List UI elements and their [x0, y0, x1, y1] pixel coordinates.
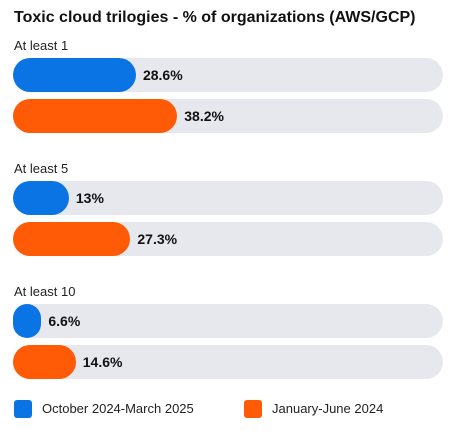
bar-value-label: 38.2% — [184, 108, 224, 124]
bar-october-2024-march-2025-at-least-5 — [13, 181, 69, 215]
legend-label: October 2024-March 2025 — [42, 401, 194, 416]
bar-track: 28.6% — [13, 58, 443, 92]
legend-swatch — [14, 400, 32, 418]
legend-swatch — [244, 400, 262, 418]
bar-track: 38.2% — [13, 99, 443, 133]
bar-value-label: 6.6% — [48, 313, 81, 329]
bar-value-label: 14.6% — [82, 354, 123, 370]
group-label-at-least-1: At least 1 — [14, 38, 69, 53]
bar-value-label: 13% — [75, 190, 104, 206]
chart-title: Toxic cloud trilogies - % of organizatio… — [14, 9, 416, 26]
bar-track: 14.6% — [13, 345, 443, 379]
bar-october-2024-march-2025-at-least-1 — [13, 58, 136, 92]
bar-january-june-2024-at-least-10 — [13, 345, 76, 379]
group-label-at-least-10: At least 10 — [14, 284, 76, 299]
legend-label: January-June 2024 — [272, 401, 384, 416]
bar-january-june-2024-at-least-1 — [13, 99, 178, 133]
bar-track: 13% — [13, 181, 443, 215]
group-label-at-least-5: At least 5 — [14, 161, 69, 176]
bar-value-label: 28.6% — [142, 67, 183, 83]
bar-track: 27.3% — [13, 222, 443, 256]
bar-value-label: 27.3% — [137, 231, 178, 247]
bar-october-2024-march-2025-at-least-10 — [13, 304, 42, 338]
bar-january-june-2024-at-least-5 — [13, 222, 131, 256]
bar-track: 6.6% — [13, 304, 443, 338]
